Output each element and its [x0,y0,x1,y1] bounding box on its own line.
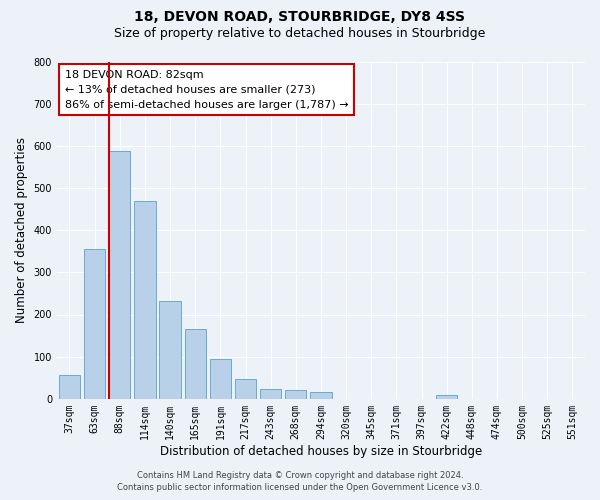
Bar [285,390,307,399]
Y-axis label: Number of detached properties: Number of detached properties [15,137,28,323]
Text: Size of property relative to detached houses in Stourbridge: Size of property relative to detached ho… [115,28,485,40]
Text: 18 DEVON ROAD: 82sqm
← 13% of detached houses are smaller (273)
86% of semi-deta: 18 DEVON ROAD: 82sqm ← 13% of detached h… [65,70,349,110]
Text: 18, DEVON ROAD, STOURBRIDGE, DY8 4SS: 18, DEVON ROAD, STOURBRIDGE, DY8 4SS [134,10,466,24]
Bar [310,392,332,399]
Bar [109,151,130,399]
Bar [134,202,155,399]
Bar [260,388,281,399]
Bar [84,249,106,399]
Bar [209,359,231,399]
Bar [160,301,181,399]
Bar [235,380,256,399]
X-axis label: Distribution of detached houses by size in Stourbridge: Distribution of detached houses by size … [160,444,482,458]
Bar [436,394,457,399]
Bar [59,375,80,399]
Bar [185,330,206,399]
Text: Contains HM Land Registry data © Crown copyright and database right 2024.
Contai: Contains HM Land Registry data © Crown c… [118,471,482,492]
